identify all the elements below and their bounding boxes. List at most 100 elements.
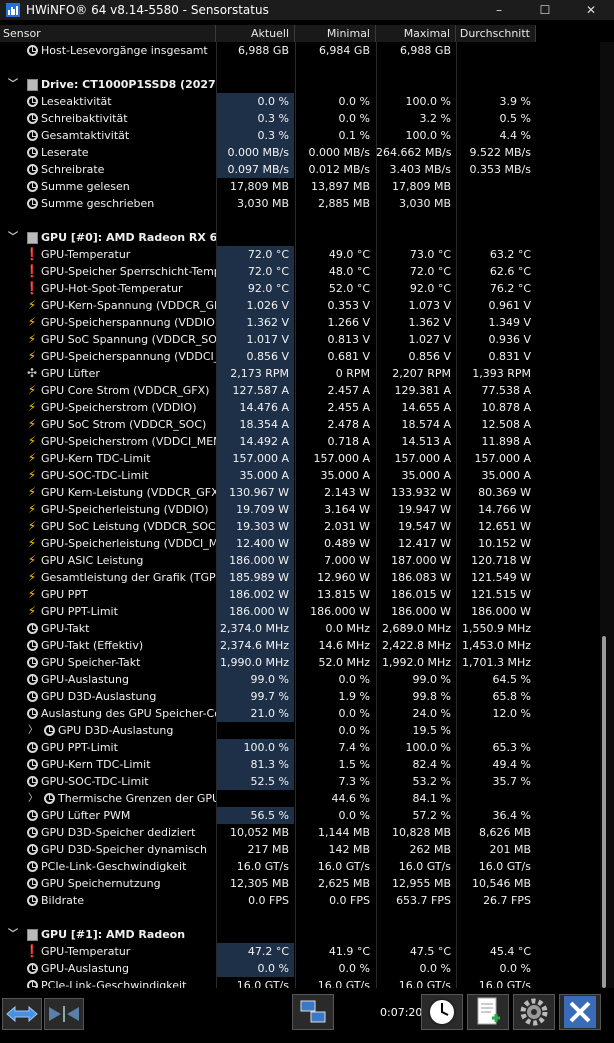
- sensor-row[interactable]: GPU-Auslastung 99.0 % 0.0 % 99.0 % 64.5 %: [0, 671, 536, 688]
- sensor-row[interactable]: GPU-Auslastung 0.0 % 0.0 % 0.0 % 0.0 %: [0, 960, 536, 977]
- sensor-row[interactable]: ⚡ GPU-Speicherspannung (VDDIO) 1.362 V 1.26…: [0, 314, 536, 331]
- sensor-row[interactable]: ⚡ GPU-Kern TDC-Limit 157.000 A 157.000 A 157…: [0, 450, 536, 467]
- network-button[interactable]: [292, 994, 334, 1030]
- sensor-row[interactable]: Leserate 0.000 MB/s 0.000 MB/s 264.662 MB/s…: [0, 144, 536, 161]
- sensor-row[interactable]: ✣ GPU Lüfter 2,173 RPM 0 RPM 2,207 RPM 1,393 …: [0, 365, 536, 382]
- collapse-chevron-icon[interactable]: ﹀: [8, 929, 18, 940]
- sensor-group-header[interactable]: ﹀ GPU [#1]: AMD Radeon: [0, 926, 536, 943]
- sensor-row[interactable]: GPU-Takt (Effektiv) 2,374.6 MHz 14.6 MHz 2,…: [0, 637, 536, 654]
- sensor-row[interactable]: ⚡ GPU PPT-Limit 186.000 W 186.000 W 186.000 …: [0, 603, 536, 620]
- min-value: 52.0 MHz: [318, 656, 370, 669]
- sensor-row[interactable]: GPU-Kern TDC-Limit 81.3 % 1.5 % 82.4 % 49.4 …: [0, 756, 536, 773]
- sensor-icon: ⚡: [26, 383, 38, 397]
- sensor-row[interactable]: ⚡ GPU Kern-Leistung (VDDCR_GFX) 130.967 W 2…: [0, 484, 536, 501]
- sensor-icon: [26, 741, 38, 754]
- expand-chevron-icon[interactable]: 〉: [28, 793, 38, 804]
- clock-button[interactable]: [421, 994, 463, 1030]
- sensor-row[interactable]: Leseaktivität 0.0 % 0.0 % 100.0 % 3.9 %: [0, 93, 536, 110]
- collapse-arrows-button[interactable]: [44, 998, 84, 1030]
- group-label: GPU [#0]: AMD Radeon RX 6700 XT: [41, 231, 216, 244]
- sensor-row[interactable]: Host-Lesevorgänge insgesamt 6,988 GB 6,984…: [0, 42, 536, 59]
- sensor-row[interactable]: ⚡ GPU SoC Spannung (VDDCR_SOC) 1.017 V 0.81…: [0, 331, 536, 348]
- collapse-chevron-icon[interactable]: ﹀: [8, 232, 18, 243]
- clock-sensor-icon: [26, 198, 38, 209]
- sensor-row[interactable]: PCIe-Link-Geschwindigkeit 16.0 GT/s 16.0 G…: [0, 858, 536, 875]
- collapse-chevron-icon[interactable]: ﹀: [8, 79, 18, 90]
- avg-value: 14.766 W: [478, 503, 531, 516]
- avg-value: 201 MB: [489, 843, 531, 856]
- sensor-row[interactable]: Bildrate 0.0 FPS 0.0 FPS 653.7 FPS 26.7 FPS: [0, 892, 536, 909]
- sensor-row[interactable]: PCIe-Link-Geschwindigkeit 16.0 GT/s 16.0 G…: [0, 977, 536, 988]
- sensor-row[interactable]: 〉 GPU D3D-Auslastung 0.0 % 19.5 %: [0, 722, 536, 739]
- min-value: 0.489 W: [324, 537, 370, 550]
- sensor-row[interactable]: ⚡ GPU-Speicherstrom (VDDIO) 14.476 A 2.455 …: [0, 399, 536, 416]
- sensor-group-header[interactable]: ﹀ GPU [#0]: AMD Radeon RX 6700 XT: [0, 229, 536, 246]
- sensor-row[interactable]: Auslastung des GPU Speicher-Co... 21.0 % 0…: [0, 705, 536, 722]
- sensor-icon: ⚡: [26, 417, 38, 431]
- sensor-row[interactable]: ⚡ GPU Core Strom (VDDCR_GFX) 127.587 A 2.45…: [0, 382, 536, 399]
- close-sensors-button[interactable]: [559, 994, 601, 1030]
- report-button[interactable]: [467, 994, 509, 1030]
- sensor-row[interactable]: GPU D3D-Speicher dynamisch 217 MB 142 MB 26…: [0, 841, 536, 858]
- sensor-row[interactable]: Gesamtaktivität 0.3 % 0.1 % 100.0 % 4.4 %: [0, 127, 536, 144]
- expand-chevron-icon[interactable]: 〉: [28, 725, 38, 736]
- min-value: 44.6 %: [331, 792, 370, 805]
- sensor-row[interactable]: ⚡ GPU-Speicherleistung (VDDIO) 19.709 W 3.1…: [0, 501, 536, 518]
- sensor-row[interactable]: ❗ GPU-Temperatur 47.2 °C 41.9 °C 47.5 °C 45.4…: [0, 943, 536, 960]
- sensor-row[interactable]: Schreibaktivität 0.3 % 0.0 % 3.2 % 0.5 %: [0, 110, 536, 127]
- min-value: 1.9 %: [338, 690, 370, 703]
- sensor-row[interactable]: ⚡ GPU ASIC Leistung 186.000 W 7.000 W 187.00…: [0, 552, 536, 569]
- min-value: 3.164 W: [324, 503, 370, 516]
- scrollbar-thumb[interactable]: [602, 636, 606, 988]
- sensor-row[interactable]: ❗ GPU-Temperatur 72.0 °C 49.0 °C 73.0 °C 63.2…: [0, 246, 536, 263]
- sensor-row[interactable]: ❗ GPU-Hot-Spot-Temperatur 92.0 °C 52.0 °C 92…: [0, 280, 536, 297]
- sensor-row[interactable]: ⚡ GPU-Speicherleistung (VDDCI_M... 12.400 …: [0, 535, 536, 552]
- sensor-row[interactable]: ⚡ GPU SoC Strom (VDDCR_SOC) 18.354 A 2.478 …: [0, 416, 536, 433]
- column-sensor[interactable]: Sensor: [0, 25, 216, 42]
- maximize-button[interactable]: ☐: [539, 3, 551, 17]
- sensor-row[interactable]: ⚡ Gesamtleistung der Grafik (TGP) 185.989 …: [0, 569, 536, 586]
- min-value: 1,144 MB: [317, 826, 370, 839]
- sensor-row[interactable]: ⚡ GPU-Speicherstrom (VDDCI_MEM) 14.492 A 0.…: [0, 433, 536, 450]
- max-value: 16.0 GT/s: [398, 860, 451, 873]
- sensor-row[interactable]: GPU-SOC-TDC-Limit 52.5 % 7.3 % 53.2 % 35.7 %: [0, 773, 536, 790]
- double-arrow-icon: [6, 1005, 38, 1023]
- sensor-row[interactable]: Summe gelesen 17,809 MB 13,897 MB 17,809 MB: [0, 178, 536, 195]
- sensor-row[interactable]: ⚡ GPU SoC Leistung (VDDCR_SOC) 19.303 W 2.0…: [0, 518, 536, 535]
- sensor-row[interactable]: 〉 Thermische Grenzen der GPU 44.6 % 84.1 %: [0, 790, 536, 807]
- clock-sensor-icon: [26, 147, 38, 158]
- sensor-row[interactable]: GPU Lüfter PWM 56.5 % 0.0 % 57.2 % 36.4 %: [0, 807, 536, 824]
- sensor-row[interactable]: GPU Speicher-Takt 1,990.0 MHz 52.0 MHz 1,99…: [0, 654, 536, 671]
- min-value: 157.000 A: [313, 452, 370, 465]
- sensor-row[interactable]: GPU PPT-Limit 100.0 % 7.4 % 100.0 % 65.3 %: [0, 739, 536, 756]
- title-bar: HWiNFO® 64 v8.14-5580 - Sensorstatus – ☐…: [0, 0, 614, 20]
- column-min[interactable]: Minimal: [295, 25, 376, 42]
- max-value: 186.083 W: [391, 571, 451, 584]
- sensor-row[interactable]: GPU D3D-Speicher dediziert 10,052 MB 1,144…: [0, 824, 536, 841]
- sensor-row[interactable]: GPU D3D-Auslastung 99.7 % 1.9 % 99.8 % 65.8 …: [0, 688, 536, 705]
- sensor-row[interactable]: ⚡ GPU-Kern-Spannung (VDDCR_GFX) 1.026 V 0.3…: [0, 297, 536, 314]
- sensor-row[interactable]: ⚡ GPU PPT 186.002 W 13.815 W 186.015 W 121.51…: [0, 586, 536, 603]
- minimize-button[interactable]: –: [496, 3, 502, 17]
- column-current[interactable]: Aktuell: [216, 25, 295, 42]
- sensor-row[interactable]: ❗ GPU-Speicher Sperrschicht-Temp... 72.0 °…: [0, 263, 536, 280]
- min-value: 0.353 V: [327, 299, 370, 312]
- max-value: 186.000 W: [391, 605, 451, 618]
- window-title: HWiNFO® 64 v8.14-5580 - Sensorstatus: [26, 3, 269, 17]
- close-window-button[interactable]: ✕: [585, 3, 597, 17]
- sensor-group-header[interactable]: ﹀ Drive: CT1000P1SSD8 (2027292DF24F) [C:]: [0, 76, 536, 93]
- sensor-row[interactable]: GPU Speichernutzung 12,305 MB 2,625 MB 12,9…: [0, 875, 536, 892]
- column-max[interactable]: Maximal: [376, 25, 456, 42]
- sensor-label: GPU-Takt: [41, 622, 90, 635]
- sensor-row[interactable]: GPU-Takt 2,374.0 MHz 0.0 MHz 2,689.0 MHz 1,5…: [0, 620, 536, 637]
- navigate-arrows-button[interactable]: [2, 998, 42, 1030]
- sensor-row[interactable]: Schreibrate 0.097 MB/s 0.012 MB/s 3.403 MB/…: [0, 161, 536, 178]
- sensor-row[interactable]: ⚡ GPU-SOC-TDC-Limit 35.000 A 35.000 A 35.000…: [0, 467, 536, 484]
- sensor-table[interactable]: Host-Lesevorgänge insgesamt 6,988 GB 6,984…: [0, 42, 536, 988]
- clock-sensor-icon: [26, 130, 38, 141]
- sensor-row[interactable]: Summe geschrieben 3,030 MB 2,885 MB 3,030 M…: [0, 195, 536, 212]
- settings-button[interactable]: [513, 994, 555, 1030]
- column-avg[interactable]: Durchschnitt: [456, 25, 536, 42]
- max-value: 157.000 A: [394, 452, 451, 465]
